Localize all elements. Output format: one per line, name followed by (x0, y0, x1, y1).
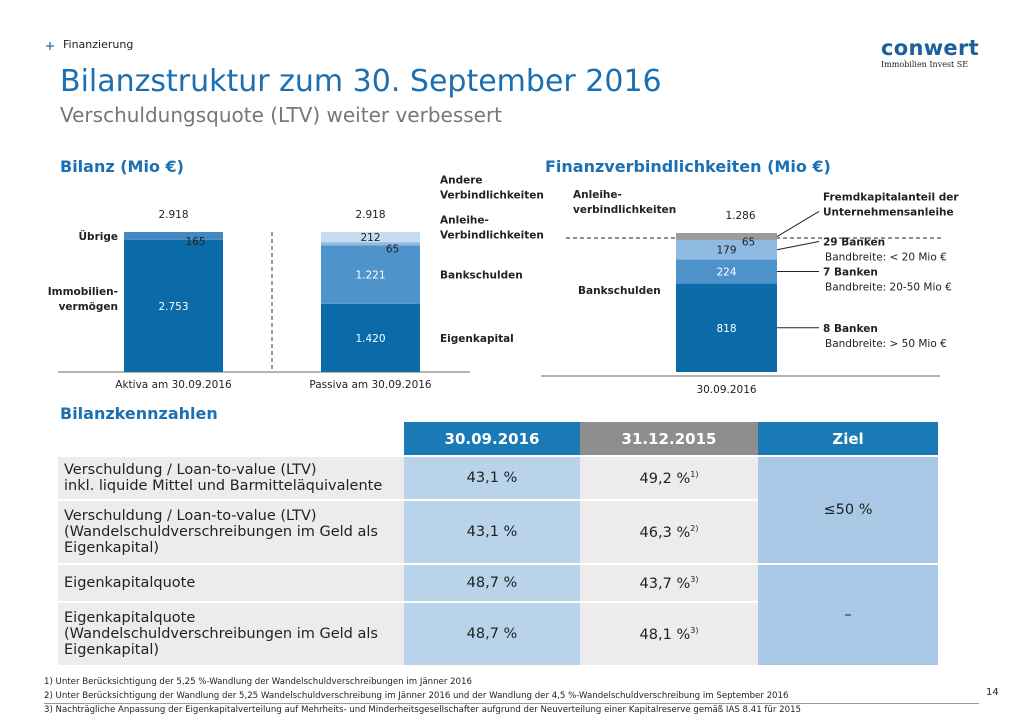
category-label: Aktiva am 30.09.2016 (115, 379, 232, 391)
total-label: 2.918 (158, 209, 188, 221)
series-label: Bankschulden (440, 270, 523, 282)
table-title: Bilanzkennzahlen (60, 404, 218, 423)
cell: 46,3 %2) (580, 501, 758, 563)
series-note: Bandbreite: > 50 Mio € (825, 338, 947, 350)
corner (58, 422, 404, 455)
column-header: Ziel (758, 422, 938, 455)
bar-segment (676, 259, 777, 284)
bar-segment (321, 242, 420, 246)
row: Verschuldung / Loan-to-value (LTV) inkl.… (58, 457, 938, 563)
cell: 49,2 %1) (580, 457, 758, 499)
section-label: Finanzierung (63, 38, 134, 51)
row-label: Verschuldung / Loan-to-value (LTV) inkl.… (58, 457, 404, 499)
series-note: Bandbreite: 20-50 Mio € (825, 281, 952, 293)
chart-title: Finanzverbindlichkeiten (Mio €) (545, 157, 831, 176)
value-label: 65 (386, 244, 399, 256)
group-label: Anleihe-verbindlichkeiten (573, 189, 676, 216)
cell-value: 48,1 % (639, 626, 691, 643)
charts: 2.753 165 2.918 Aktiva am 30.09.2016 1.420 1.… (48, 175, 960, 396)
row: Eigenkapitalquote 48,7 % 43,7 %3) – (58, 565, 938, 665)
bar-segment (124, 232, 223, 240)
row-label: Eigenkapitalquote (58, 565, 404, 601)
target: ≤50 % (758, 457, 938, 563)
series-label: Übrige (79, 229, 118, 243)
bar-segment (321, 232, 420, 243)
logo: conwert (881, 36, 979, 60)
category-label: Passiva am 30.09.2016 (309, 379, 432, 391)
page-number: 14 (986, 687, 999, 698)
footnote-ref: 3) (690, 574, 699, 584)
group-label: Bankschulden (578, 285, 661, 297)
series-note: Bandbreite: < 20 Mio € (825, 251, 947, 263)
value-label: 2.753 (158, 301, 188, 313)
row-label: Verschuldung / Loan-to-value (LTV) (Wand… (58, 501, 404, 563)
title: Bilanzstruktur zum 30. September 2016 (60, 64, 662, 99)
footnote-ref: 2) (690, 523, 699, 533)
target: – (758, 565, 938, 665)
value-label: 1.221 (355, 270, 385, 282)
subtitle: Verschuldungsquote (LTV) weiter verbesse… (60, 103, 503, 127)
category-label: 30.09.2016 (696, 384, 756, 396)
series-label: Eigenkapital (440, 333, 514, 345)
cell: 48,7 % (404, 603, 580, 665)
value-label: 212 (360, 232, 380, 244)
cell: 48,7 % (404, 565, 580, 601)
footnote: 2) Unter Berücksichtigung der Wandlung d… (44, 691, 789, 701)
cell: 43,1 % (404, 457, 580, 499)
kpi-table: 30.09.2016 31.12.2015 Ziel Verschuldung … (58, 420, 938, 667)
series-label: 7 Banken (823, 266, 878, 278)
cell-value: 43,7 % (639, 575, 691, 592)
footnote: 3) Nachträgliche Anpassung der Eigenkapi… (44, 705, 802, 715)
row: Eigenkapitalquote (Wandelschuldverschrei… (58, 603, 938, 665)
column-header: 30.09.2016 (404, 422, 580, 455)
footnote: 1) Unter Berücksichtigung der 5,25 %-Wan… (44, 677, 472, 687)
cell-value: 49,2 % (639, 470, 691, 487)
footnote-ref: 3) (690, 625, 699, 635)
value-label: 179 (716, 245, 736, 257)
logo-subtitle: Immobilien Invest SE (881, 60, 969, 69)
value-label: 165 (185, 236, 205, 248)
series-label: Andere Verbindlichkeiten (440, 175, 544, 202)
chart-title: Bilanz (Mio €) (60, 157, 184, 176)
row: Verschuldung / Loan-to-value (LTV) (Wand… (58, 501, 938, 563)
total-label: 1.286 (725, 210, 755, 222)
cell: 43,7 %3) (580, 565, 758, 601)
value-label: 1.420 (355, 333, 385, 345)
series-label: Fremdkapitalanteil der Unternehmensanleih… (823, 191, 959, 218)
bar-segment (124, 239, 223, 372)
row-label: Eigenkapitalquote (Wandelschuldverschrei… (58, 603, 404, 665)
series-label: 29 Banken (823, 236, 885, 248)
bar-segment (676, 240, 777, 260)
bar-segment (321, 245, 420, 304)
cell: 43,1 % (404, 501, 580, 563)
column-header: 31.12.2015 (580, 422, 758, 455)
value-label: 65 (742, 237, 755, 249)
cell-value: 46,3 % (639, 524, 691, 541)
value-label: 818 (716, 323, 736, 335)
series-label: Anleihe-Verbindlichkeiten (440, 215, 544, 242)
footnote-ref: 1) (690, 469, 699, 479)
leader-line (776, 240, 820, 251)
footer-rule (44, 703, 979, 704)
bar-segment (676, 233, 777, 241)
header-row: 30.09.2016 31.12.2015 Ziel (58, 422, 938, 455)
series-label: Immobilien-vermögen (48, 286, 118, 313)
total-label: 2.918 (355, 209, 385, 221)
series-label: 8 Banken (823, 323, 878, 335)
bar-segment (676, 283, 777, 372)
value-label: 224 (716, 266, 736, 278)
cell: 48,1 %3) (580, 603, 758, 665)
bullet-icon (46, 42, 54, 50)
bar-segment (321, 303, 420, 372)
leader-line (776, 211, 820, 237)
